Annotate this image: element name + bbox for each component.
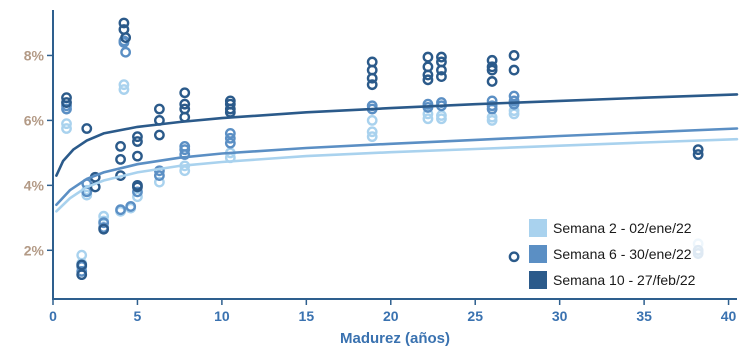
data-point (153, 170, 165, 182)
data-point (486, 54, 498, 66)
data-point (179, 140, 191, 152)
series-3-points (61, 17, 704, 281)
data-point (125, 201, 137, 212)
data-point (120, 32, 132, 44)
data-point (366, 131, 378, 143)
y-tick-label: 2% (24, 242, 45, 258)
data-point (486, 64, 498, 76)
data-point (61, 118, 72, 130)
data-point (486, 115, 498, 126)
data-point (179, 98, 191, 110)
legend-background (525, 215, 725, 295)
data-point (132, 136, 143, 147)
data-point (508, 251, 520, 263)
data-point (120, 46, 132, 58)
data-point (436, 64, 447, 76)
data-point (132, 150, 143, 162)
legend-label: Semana 6 - 30/ene/22 (553, 246, 692, 262)
data-point (76, 269, 88, 281)
data-point (153, 129, 165, 141)
data-point (61, 97, 72, 108)
data-point (224, 132, 236, 144)
data-point (118, 17, 130, 29)
legend-swatch (529, 219, 547, 237)
data-point (486, 100, 498, 112)
data-point (366, 79, 378, 91)
data-point (115, 153, 126, 165)
x-tick-label: 0 (49, 308, 57, 324)
data-point (224, 127, 236, 139)
series-1-fit-curve (55, 137, 739, 213)
data-point (692, 144, 704, 156)
data-point (61, 92, 72, 104)
y-tick-label: 4% (24, 177, 45, 193)
legend-swatch (529, 271, 547, 289)
data-point (436, 71, 447, 82)
data-point (132, 186, 143, 198)
data-point (422, 98, 434, 110)
data-point (692, 149, 704, 160)
data-point (508, 64, 520, 76)
data-point (422, 113, 434, 125)
data-point (486, 76, 498, 87)
data-point (118, 84, 130, 95)
x-tick-label: 10 (214, 308, 230, 324)
legend-swatch (529, 245, 547, 263)
x-tick-label: 15 (299, 308, 315, 324)
data-point (179, 87, 191, 99)
data-point (508, 90, 520, 102)
y-tick-label: 6% (24, 112, 45, 128)
x-tick-label: 30 (552, 308, 568, 324)
data-point (422, 51, 434, 63)
legend-label: Semana 10 - 27/feb/22 (553, 272, 696, 288)
data-point (81, 123, 93, 134)
data-point (98, 210, 110, 222)
data-point (118, 79, 130, 91)
data-point (98, 223, 110, 235)
series-3-fit-curve (55, 93, 739, 177)
legend: Semana 2 - 02/ene/22 Semana 6 - 30/ene/22… (525, 215, 725, 295)
data-point (422, 69, 434, 81)
x-tick-label: 25 (467, 308, 483, 324)
data-point (132, 181, 143, 193)
data-point (76, 259, 88, 271)
data-point (132, 131, 143, 143)
data-point (486, 95, 498, 107)
data-point (508, 105, 520, 117)
data-point (153, 176, 165, 188)
x-tick-label: 35 (636, 308, 652, 324)
data-point (153, 103, 165, 115)
legend-label: Semana 2 - 02/ene/22 (553, 220, 692, 236)
data-point (366, 126, 378, 138)
series-2-fit-curve (55, 127, 739, 207)
data-point (366, 115, 378, 126)
data-point (61, 123, 72, 134)
x-axis-title: Madurez (años) (340, 330, 450, 346)
data-point (508, 95, 520, 107)
x-tick-label: 5 (134, 308, 142, 324)
data-point (132, 191, 143, 203)
data-point (436, 51, 447, 63)
data-point (366, 72, 378, 84)
y-tick-label: 8% (24, 47, 45, 63)
x-tick-label: 20 (383, 308, 399, 324)
data-point (115, 140, 126, 152)
data-point (508, 50, 520, 61)
data-point (98, 217, 110, 229)
data-point (422, 74, 434, 86)
data-point (115, 204, 126, 216)
x-tick-label: 40 (721, 308, 737, 324)
data-point (422, 108, 434, 120)
data-point (224, 137, 236, 149)
data-point (436, 110, 447, 121)
